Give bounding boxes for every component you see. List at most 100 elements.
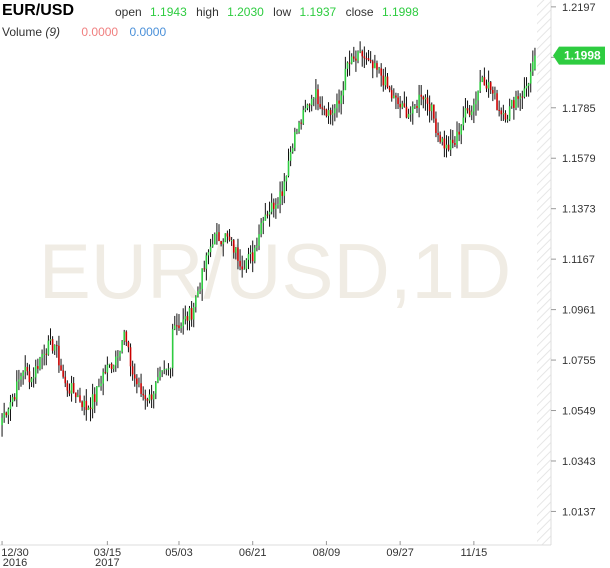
candle-body: [222, 241, 225, 245]
candle-body: [159, 371, 161, 378]
candle-body: [121, 341, 123, 352]
candle-body: [355, 58, 357, 61]
candle-body: [13, 397, 16, 400]
candle-body: [454, 143, 456, 145]
candle-body: [473, 104, 475, 112]
candle-body: [279, 191, 281, 205]
candle-body: [498, 109, 500, 111]
candle-body: [264, 214, 267, 221]
candle-body: [521, 96, 524, 98]
candle-body: [171, 329, 174, 368]
candle-body: [456, 131, 458, 145]
candle-body: [350, 56, 353, 64]
candle-body: [329, 109, 332, 115]
candle-body: [136, 378, 138, 385]
candle-body: [169, 367, 172, 369]
last-price-tag: 1.1998: [553, 46, 605, 65]
candle-body: [190, 308, 193, 320]
candle-body: [529, 71, 532, 84]
candle-body: [266, 214, 269, 216]
y-tick-label: 1.0961: [562, 305, 596, 317]
candle-body: [399, 104, 401, 108]
candle-body: [127, 341, 130, 348]
candle-body: [405, 106, 408, 118]
candle-body: [251, 252, 254, 262]
candle-body: [388, 87, 391, 91]
candle-body: [382, 75, 385, 86]
y-tick-label: 1.0137: [562, 506, 596, 518]
candle-body: [492, 90, 494, 94]
candle-body: [489, 82, 492, 91]
candle-body: [342, 90, 345, 96]
candle-body: [197, 291, 199, 297]
future-area: [537, 0, 551, 545]
candle-body: [199, 288, 201, 292]
candle-body: [74, 392, 77, 398]
candle-body: [96, 386, 98, 402]
candle-body: [449, 139, 452, 150]
candle-body: [41, 354, 43, 358]
candle-body: [43, 353, 45, 355]
candle-body: [195, 296, 197, 308]
candle-body: [152, 393, 155, 400]
candle-body: [447, 144, 450, 150]
candle-body: [296, 131, 298, 133]
candle-body: [110, 363, 113, 370]
y-tick-label: 1.0755: [562, 355, 596, 367]
candle-body: [7, 409, 10, 416]
candle-body: [285, 175, 288, 182]
candle-body: [441, 138, 444, 142]
candle-body: [344, 68, 347, 91]
candle-body: [462, 117, 465, 126]
candle-body: [176, 325, 178, 327]
candle-body: [188, 308, 191, 321]
candle-body: [112, 365, 115, 370]
candle-body: [203, 268, 206, 270]
candle-body: [114, 356, 117, 366]
candle-body: [226, 233, 229, 237]
candle-body: [182, 319, 184, 327]
candle-body: [146, 399, 149, 401]
candle-body: [363, 56, 366, 59]
y-tick-label: 1.1373: [562, 204, 596, 216]
candle-body: [283, 181, 286, 196]
y-tick-label: 1.0343: [562, 456, 596, 468]
candle-body: [72, 383, 75, 393]
candle-body: [353, 56, 355, 59]
candle-body: [294, 132, 296, 149]
x-tick-label: 03/15: [94, 547, 122, 559]
low-label: low: [273, 5, 292, 19]
candle-body: [49, 339, 52, 341]
candle-body: [205, 255, 208, 269]
candle-body: [138, 383, 140, 385]
candle-body: [11, 397, 14, 403]
candle-body: [15, 381, 18, 400]
volume-readout: Volume (9) 0.0000 0.0000: [2, 25, 166, 39]
candle-body: [312, 98, 315, 100]
candle-body: [247, 254, 250, 260]
candle-body: [254, 247, 256, 262]
candle-body: [281, 191, 283, 196]
candle-body: [9, 402, 12, 410]
candle-body: [102, 372, 104, 384]
candle-body: [133, 374, 136, 379]
candle-body: [131, 366, 134, 375]
candle-body: [308, 104, 311, 106]
candle-body: [239, 260, 241, 267]
candle-body: [18, 379, 20, 382]
candle-body: [83, 400, 85, 408]
x-tick-label: 08/09: [313, 547, 341, 559]
x-tick-label: 09/27: [386, 547, 414, 559]
candle-body: [60, 365, 62, 371]
candle-body: [485, 85, 488, 89]
candle-body: [211, 244, 214, 247]
candle-body: [87, 407, 90, 411]
candle-body: [321, 107, 324, 109]
candle-body: [148, 394, 151, 401]
candle-body: [338, 100, 340, 104]
candle-body: [237, 247, 239, 261]
candle-body: [452, 139, 454, 144]
candle-body: [433, 104, 435, 119]
candle-body: [85, 400, 88, 411]
